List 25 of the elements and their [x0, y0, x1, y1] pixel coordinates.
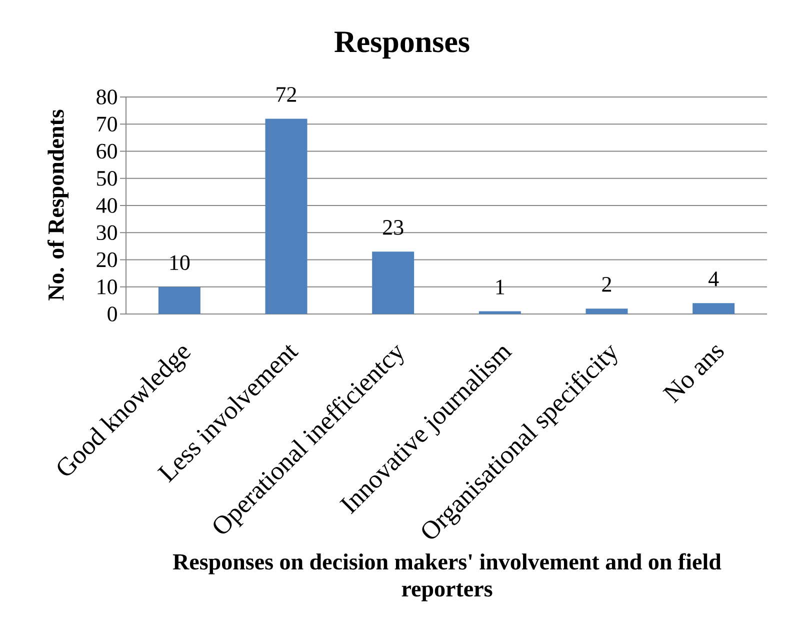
data-label: 10	[170, 255, 190, 270]
bar	[692, 303, 735, 314]
y-tick-label: 40	[96, 198, 117, 213]
data-label: 72	[276, 87, 296, 102]
y-tick-label: 60	[96, 144, 117, 159]
x-tick-label: No ans	[662, 345, 724, 404]
y-axis-title: No. of Respondents	[47, 110, 69, 300]
y-tick-label: 20	[96, 252, 117, 268]
y-tick-label: 30	[96, 225, 117, 240]
y-tick-label: 50	[97, 170, 117, 186]
y-tick-label: 10	[98, 279, 117, 294]
data-label: 4	[708, 272, 719, 286]
y-tick-label: 70	[97, 116, 117, 132]
bar	[158, 286, 200, 314]
chart-title: Responses	[334, 32, 470, 59]
bar	[265, 118, 308, 314]
y-tick-label: 80	[96, 90, 117, 104]
bar	[372, 252, 414, 314]
data-label: 23	[383, 220, 404, 235]
x-axis-title: Responses on decision makers' involvement and on field reporters	[172, 553, 722, 602]
y-tick-label: 0	[108, 306, 117, 322]
data-label: 1	[496, 280, 504, 294]
data-label: 2	[602, 277, 612, 292]
bar	[586, 308, 628, 314]
bar	[478, 311, 521, 314]
